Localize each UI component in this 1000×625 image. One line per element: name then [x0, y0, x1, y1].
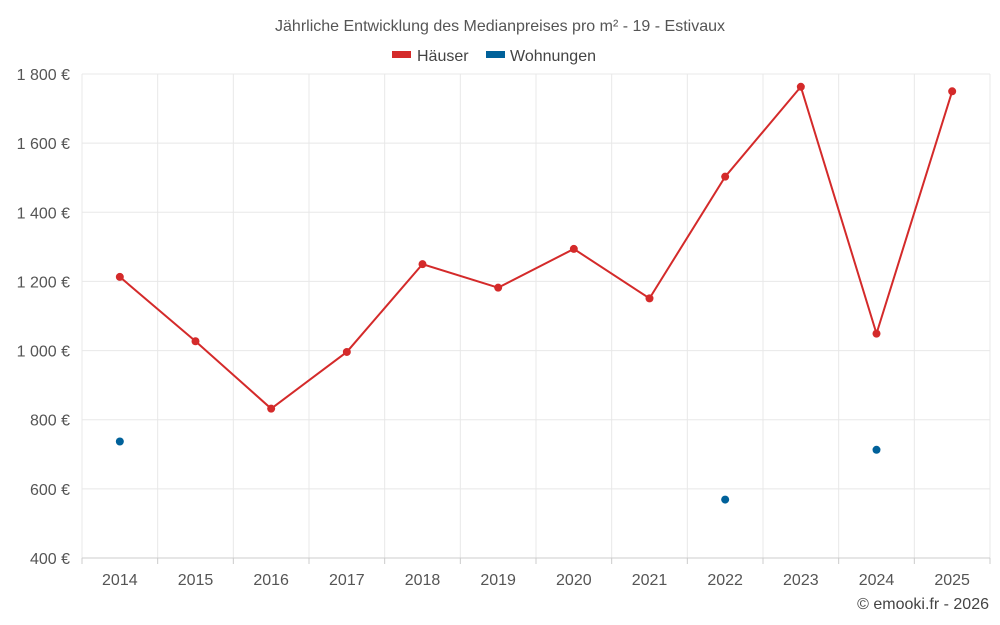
data-point-haeuser-2021[interactable]: [645, 294, 654, 303]
chart-title: Jährliche Entwicklung des Medianpreises …: [275, 18, 725, 35]
data-point-haeuser-2023[interactable]: [796, 82, 805, 91]
x-axis-ticks: 2014 2015 2016 2017 2018 2019 2020 2021 2022 2023…: [81, 558, 991, 589]
x-tick-label: 2014: [102, 572, 138, 589]
x-tick-label: 2016: [253, 572, 289, 589]
legend: Häuser Wohnungen: [392, 48, 596, 65]
y-tick-label: 1 800 €: [17, 67, 70, 84]
data-point-haeuser-2022[interactable]: [721, 172, 730, 181]
series-haeuser: [115, 82, 957, 413]
data-point-haeuser-2024[interactable]: [872, 329, 881, 338]
y-tick-label: 400 €: [30, 551, 70, 568]
series: [115, 82, 957, 504]
x-tick-label: 2023: [783, 572, 819, 589]
data-point-wohnungen-2014[interactable]: [115, 437, 124, 446]
x-tick-label: 2015: [178, 572, 214, 589]
legend-label-wohnungen: Wohnungen: [510, 48, 596, 65]
data-point-haeuser-2020[interactable]: [569, 244, 578, 253]
data-point-haeuser-2019[interactable]: [494, 283, 503, 292]
y-tick-label: 1 200 €: [17, 274, 70, 291]
legend-swatch-wohnungen: [486, 51, 505, 58]
y-tick-label: 800 €: [30, 413, 70, 430]
series-wohnungen: [115, 437, 881, 504]
grid: [81, 73, 991, 558]
y-axis-ticks: 400 € 600 € 800 € 1 000 € 1 200 € 1 400 € 1 60…: [17, 67, 70, 568]
data-point-haeuser-2018[interactable]: [418, 260, 427, 269]
credit: © emooki.fr - 2026: [857, 596, 989, 613]
x-tick-label: 2022: [707, 572, 743, 589]
data-point-wohnungen-2024[interactable]: [872, 445, 881, 454]
x-tick-label: 2018: [405, 572, 441, 589]
data-point-haeuser-2016[interactable]: [267, 404, 276, 413]
x-tick-label: 2025: [934, 572, 970, 589]
series-line-haeuser: [119, 84, 954, 410]
data-point-haeuser-2017[interactable]: [342, 347, 351, 356]
data-point-haeuser-2014[interactable]: [115, 272, 124, 281]
y-tick-label: 600 €: [30, 482, 70, 499]
y-tick-label: 1 400 €: [17, 205, 70, 222]
x-tick-label: 2019: [480, 572, 516, 589]
y-tick-label: 1 600 €: [17, 136, 70, 153]
x-tick-label: 2024: [859, 572, 895, 589]
data-point-haeuser-2015[interactable]: [191, 337, 200, 346]
legend-swatch-haeuser: [392, 51, 411, 58]
data-point-wohnungen-2022[interactable]: [721, 495, 730, 504]
x-tick-label: 2021: [632, 572, 668, 589]
data-point-haeuser-2025[interactable]: [948, 87, 957, 96]
x-tick-label: 2017: [329, 572, 365, 589]
x-tick-label: 2020: [556, 572, 592, 589]
legend-label-haeuser: Häuser: [417, 48, 469, 65]
legend-item-haeuser[interactable]: Häuser: [392, 48, 469, 65]
y-tick-label: 1 000 €: [17, 344, 70, 361]
legend-item-wohnungen[interactable]: Wohnungen: [486, 48, 596, 65]
